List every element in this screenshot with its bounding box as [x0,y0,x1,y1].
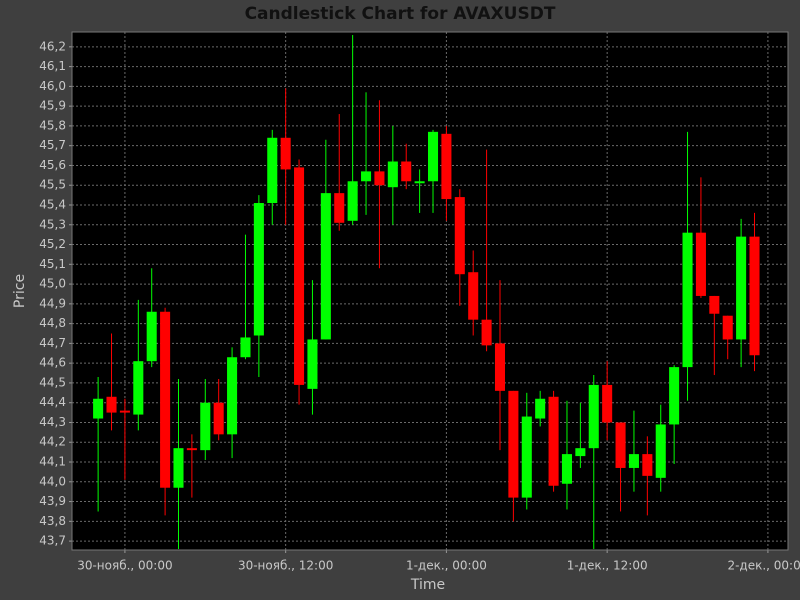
y-tick-label: 44,3 [39,415,66,429]
candle-body [347,181,358,221]
candle-body [307,339,318,389]
candle-body [695,232,706,296]
candle-body [468,272,479,320]
candle-body [401,161,412,182]
y-tick-label: 45,5 [39,178,66,192]
y-tick-label: 46,0 [39,79,66,93]
candle-body [494,343,506,391]
chart-title: Candlestick Chart for AVAXUSDT [245,4,556,24]
candle-body [535,398,546,419]
candle-body [186,448,197,451]
candle-body [320,193,331,340]
candle-body [294,167,305,385]
candle-body [655,424,666,478]
candle-body [361,171,372,182]
candle-body [106,396,117,413]
candle-body [227,357,238,435]
candle-body [481,319,492,346]
y-tick-label: 44,9 [39,296,66,310]
y-tick-label: 45,4 [39,197,66,211]
candle-body [682,232,693,368]
candle-body [240,337,251,358]
y-tick-label: 44,4 [39,395,66,409]
x-tick-label: 30-нояб., 12:00 [238,559,333,573]
candle-body [93,398,104,419]
candle-body [200,402,211,451]
x-tick-label: 2-дек., 00:00 [727,559,800,573]
plot-area [72,32,788,550]
y-tick-label: 43,7 [39,534,66,548]
candle-body [602,384,613,423]
y-tick-label: 43,8 [39,514,66,528]
candle-body [749,236,760,356]
y-tick-label: 45,1 [39,257,66,271]
y-tick-label: 45,7 [39,138,66,152]
y-tick-label: 45,6 [39,158,66,172]
candle-body [173,448,184,488]
candle-body [669,367,680,425]
y-tick-label: 43,9 [39,494,66,508]
candle-body [280,137,291,170]
candle-body [213,402,224,435]
y-tick-label: 46,2 [39,39,66,53]
candle-body [454,197,465,275]
y-tick-label: 44,0 [39,474,66,488]
candle-body [508,390,519,498]
y-tick-label: 45,2 [39,237,66,251]
y-tick-label: 44,7 [39,336,66,350]
candle-body [561,454,572,484]
y-tick-label: 44,1 [39,455,66,469]
candle-body [253,203,264,336]
y-tick-label: 44,6 [39,356,66,370]
candle-body [722,315,733,340]
candle-body [521,416,532,498]
y-tick-label: 44,8 [39,316,66,330]
candle-body [334,193,345,223]
x-tick-label: 1-дек., 12:00 [567,559,648,573]
candle-body [427,131,439,182]
x-tick-label: 30-нояб., 00:00 [77,559,172,573]
candle-body [441,133,452,200]
candle-body [588,384,599,449]
candle-body [146,311,157,362]
x-axis-label: Time [410,577,445,593]
plot-border [71,31,789,551]
candle-body [119,410,130,413]
y-tick-label: 44,5 [39,375,66,389]
y-tick-label: 45,9 [39,99,66,113]
candle-body [133,361,144,415]
candle-body [642,454,653,476]
candle-body [387,161,398,188]
candle-body [575,448,586,457]
candle-body [615,422,626,468]
y-tick-label: 44,2 [39,435,66,449]
y-axis-label: Price [12,274,28,308]
candle-body [160,311,171,488]
y-tick-label: 45,8 [39,118,66,132]
candle-body [628,454,639,468]
candle-body [709,295,720,314]
y-tick-label: 45,0 [39,277,66,291]
x-tick-label: 1-дек., 00:00 [406,559,487,573]
candle-body [548,396,559,486]
candle-body [374,171,385,186]
candle-body [414,181,425,184]
candle-body [267,137,278,204]
candle-body [736,236,747,340]
y-tick-label: 45,3 [39,217,66,231]
y-tick-label: 46,1 [39,59,66,73]
